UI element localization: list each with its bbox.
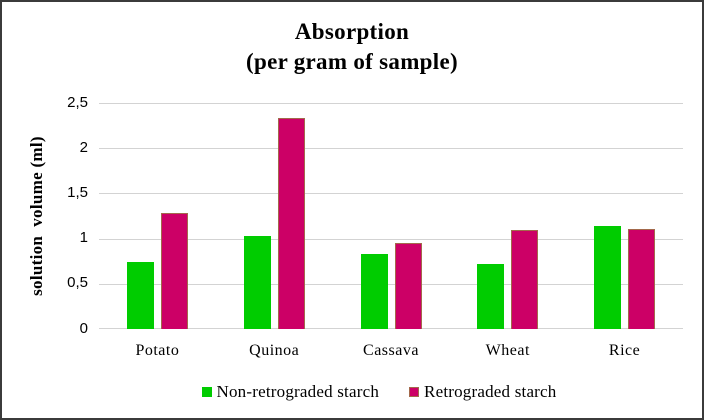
x-axis-label-potato: Potato <box>135 342 180 359</box>
legend-swatch-magenta <box>409 387 420 397</box>
legend-label: Non-retrograded starch <box>216 382 380 401</box>
chart-title-block: Absorption (per gram of sample) <box>2 17 702 77</box>
bar-potato-retrograded <box>160 213 188 329</box>
y-tick-label: 2 <box>79 139 88 156</box>
y-tick-label: 0 <box>79 320 88 337</box>
bar-wheat-non-retrograded <box>477 263 505 329</box>
x-axis-labels: Potato Quinoa Cassava Wheat Rice <box>99 342 683 364</box>
chart-title: Absorption <box>294 19 410 44</box>
bar-rice-non-retrograded <box>594 225 622 329</box>
x-axis-label-rice: Rice <box>608 342 641 359</box>
y-tick-label: 1 <box>79 229 88 246</box>
gridline <box>99 238 683 240</box>
bar-cassava-non-retrograded <box>360 253 388 329</box>
x-axis-label-wheat: Wheat <box>485 342 530 359</box>
bar-potato-non-retrograded <box>126 262 154 329</box>
legend-item-retrograded: Retrograded starch <box>409 382 556 402</box>
y-tick-label: 1,5 <box>67 184 88 201</box>
legend: Non-retrograded starch Retrograded starc… <box>56 381 702 403</box>
bar-quinoa-retrograded <box>277 118 305 329</box>
y-tick-label: 0,5 <box>67 274 88 291</box>
gridline <box>99 148 683 150</box>
bar-rice-retrograded <box>628 228 656 329</box>
gridline <box>99 193 683 195</box>
chart-subtitle: (per gram of sample) <box>246 49 458 74</box>
plot-area <box>99 103 683 329</box>
gridline <box>99 283 683 285</box>
bar-cassava-retrograded <box>394 243 422 329</box>
gridline <box>99 103 683 104</box>
legend-item-non-retrograded: Non-retrograded starch <box>201 382 380 402</box>
x-axis-label-quinoa: Quinoa <box>249 342 300 359</box>
legend-swatch-green <box>201 387 212 397</box>
y-tick-label: 2,5 <box>67 94 88 111</box>
y-axis-title-wrap: solution volume (ml) <box>20 103 54 329</box>
bar-quinoa-non-retrograded <box>243 235 271 329</box>
legend-label: Retrograded starch <box>424 382 557 401</box>
x-axis-line <box>99 328 683 329</box>
x-axis-label-cassava: Cassava <box>363 342 419 359</box>
bar-wheat-retrograded <box>511 230 539 329</box>
y-axis-title: solution volume (ml) <box>27 136 46 296</box>
